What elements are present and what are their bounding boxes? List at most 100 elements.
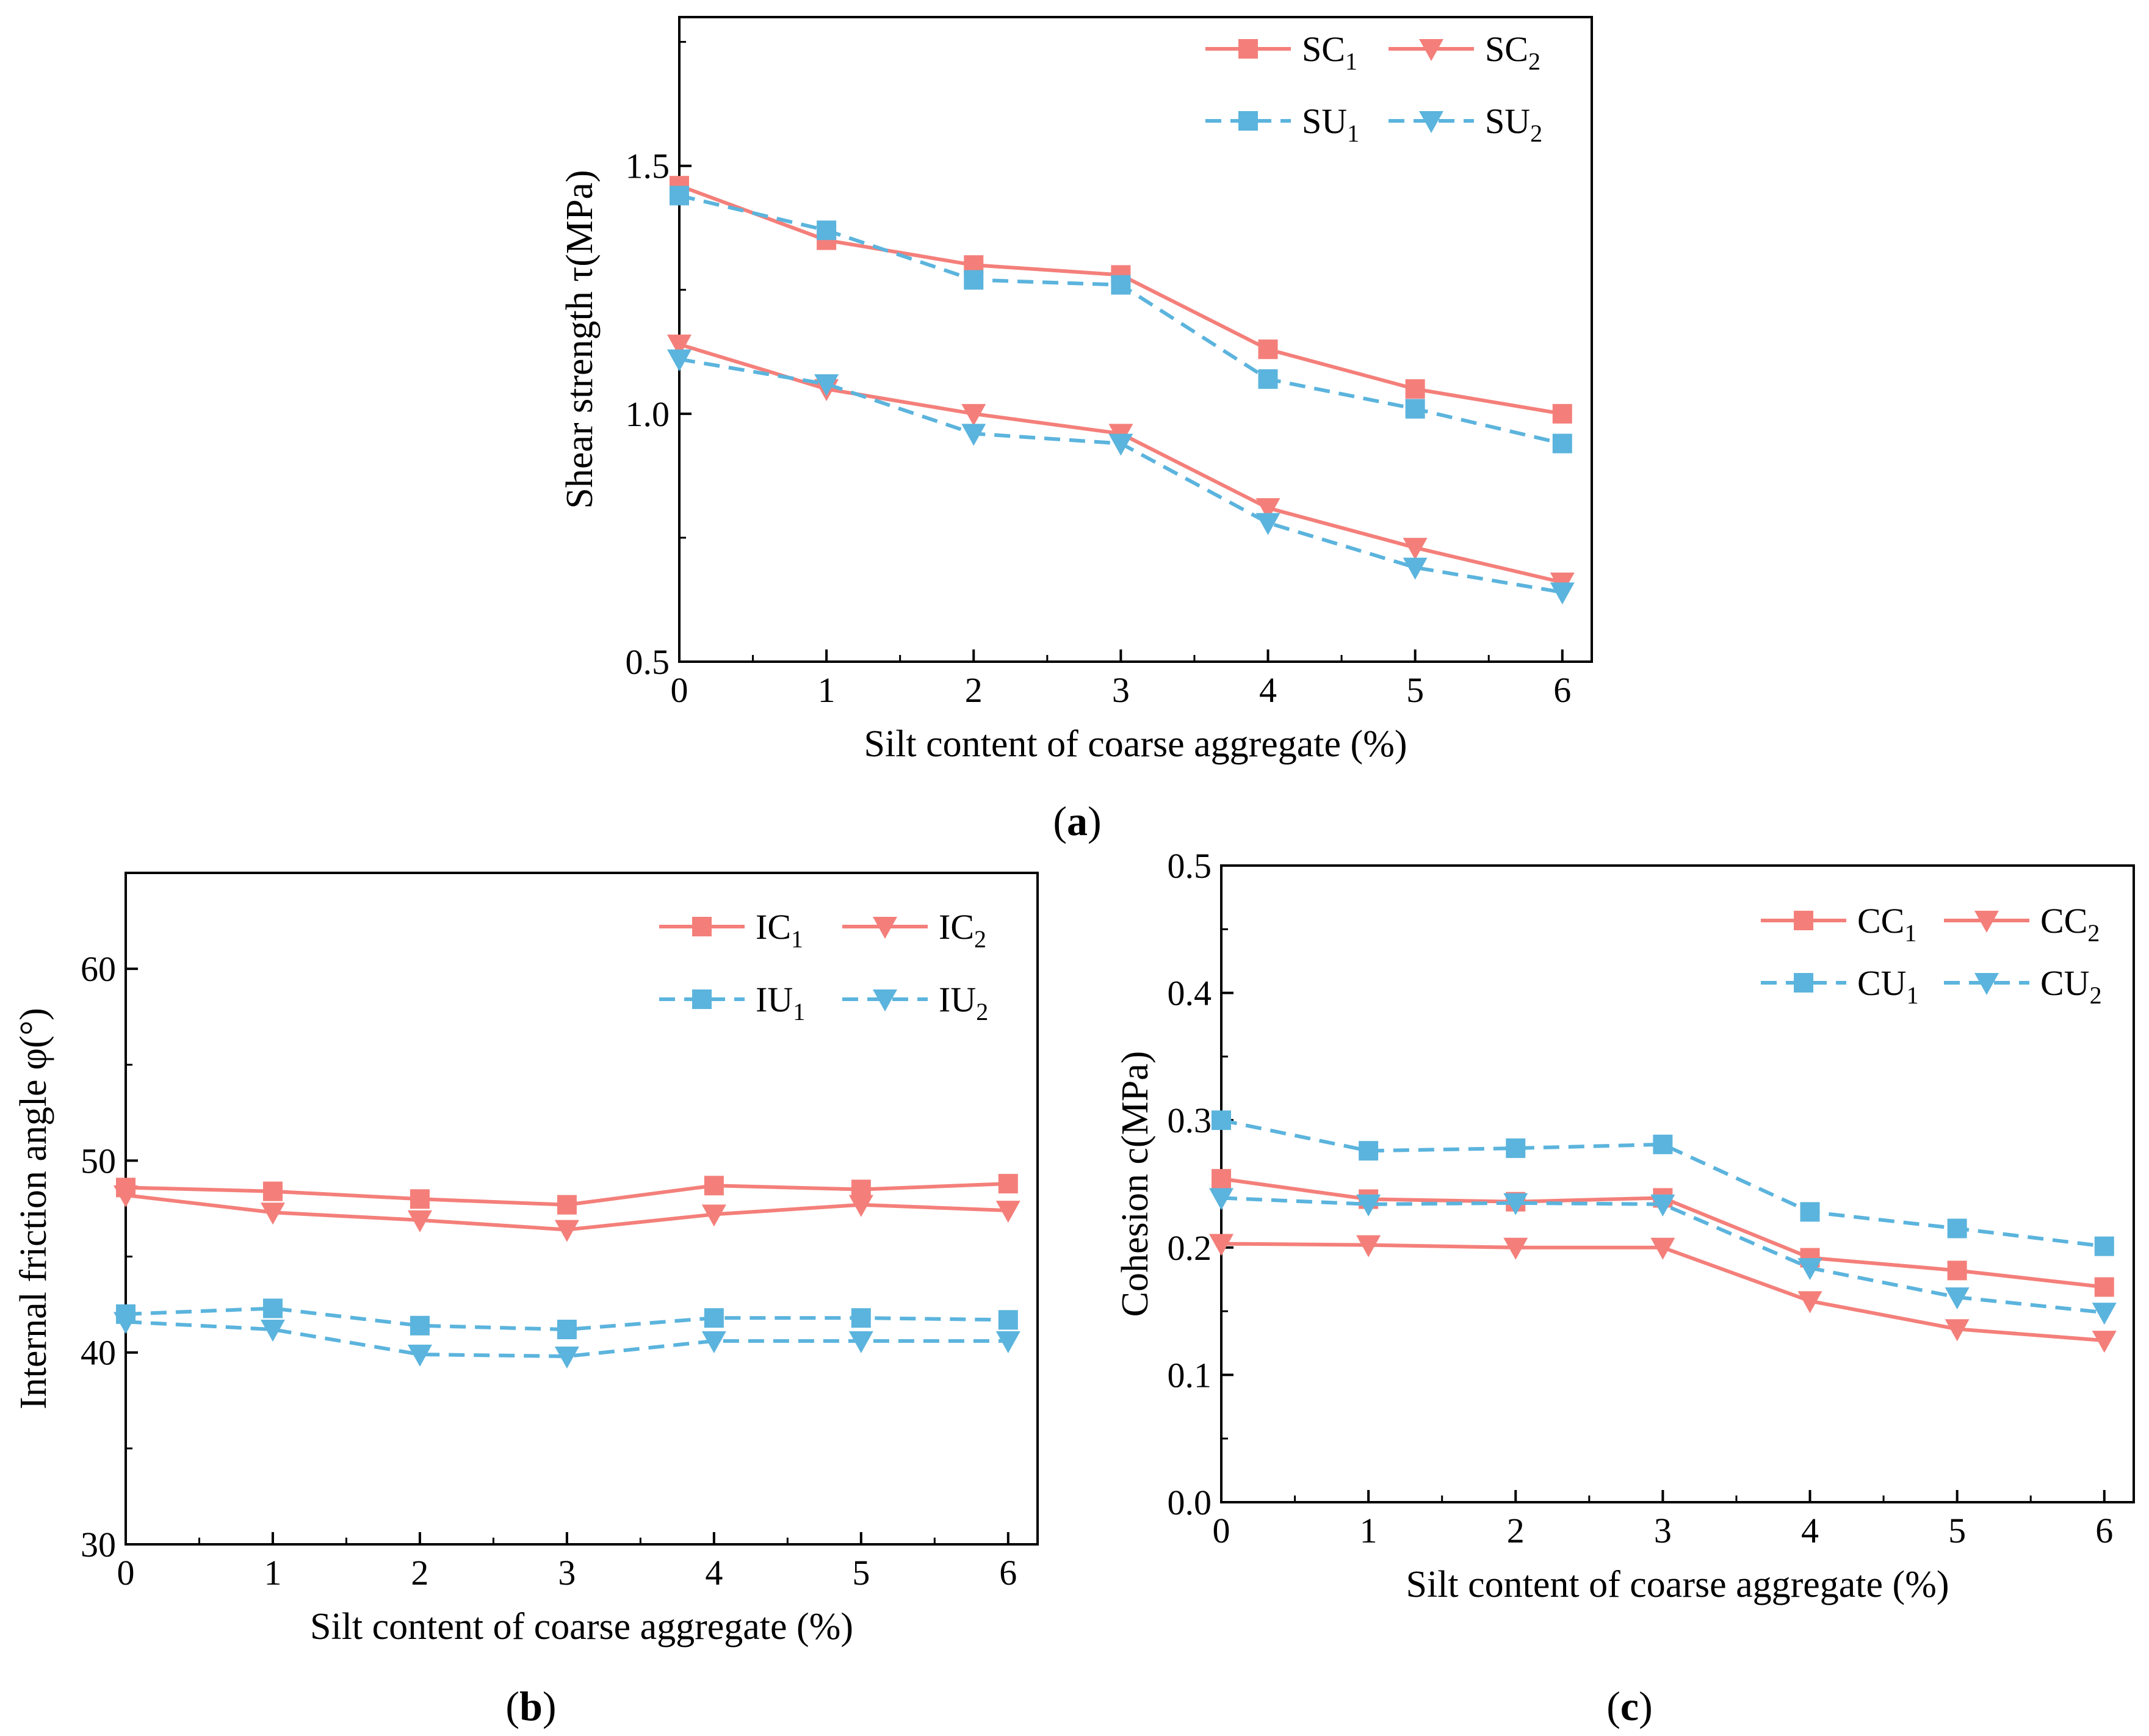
data-point — [701, 1331, 726, 1353]
data-point — [2092, 1331, 2117, 1353]
y-tick-label: 40 — [81, 1333, 116, 1373]
data-point — [407, 1210, 432, 1232]
series-CC2 — [1209, 1234, 2117, 1353]
panel-caption: (c) — [1606, 1683, 1653, 1729]
data-point — [1945, 1319, 1970, 1342]
data-point — [961, 424, 986, 446]
x-tick-label: 2 — [965, 670, 983, 710]
y-tick-label: 0.3 — [1168, 1101, 1212, 1140]
y-tick-label: 50 — [81, 1141, 116, 1181]
data-point — [557, 1320, 577, 1339]
data-point — [964, 270, 984, 290]
legend-label: CC2 — [2040, 901, 2100, 947]
x-tick-label: 4 — [705, 1553, 723, 1593]
data-point — [1403, 538, 1428, 560]
data-point — [667, 349, 692, 372]
legend-label: CU1 — [1857, 963, 1919, 1009]
data-point — [1405, 399, 1425, 419]
data-point — [704, 1308, 724, 1328]
data-point — [1503, 1237, 1528, 1260]
data-point — [848, 1195, 873, 1217]
chart-panel-b: 0 1 2 3 4 5 6 30 40 50 60 Silt content of coarse ag… — [13, 872, 1039, 1729]
data-point — [670, 186, 689, 206]
data-point — [554, 1220, 579, 1242]
x-tick-label: 3 — [1654, 1511, 1672, 1550]
plot-frame — [1220, 864, 2135, 1503]
y-tick-label: 0.2 — [1168, 1228, 1212, 1268]
panel-caption: (b) — [505, 1683, 556, 1729]
legend-label: CC1 — [1857, 901, 1916, 947]
data-point — [1800, 1202, 1820, 1222]
data-point — [1650, 1194, 1675, 1217]
data-point — [557, 1195, 577, 1215]
legend-marker — [1974, 973, 1999, 995]
data-point — [1212, 1169, 1231, 1189]
data-point — [2094, 1277, 2114, 1297]
legend-marker — [1238, 111, 1258, 131]
data-point — [1209, 1234, 1233, 1256]
x-tick-label: 0 — [1213, 1511, 1230, 1550]
data-point — [2092, 1303, 2117, 1325]
series-CU2 — [1209, 1188, 2117, 1325]
data-point — [1255, 498, 1280, 521]
plot-frame — [125, 872, 1039, 1546]
legend-marker — [1974, 911, 1999, 933]
data-point — [851, 1308, 871, 1328]
x-tick-label: 6 — [2095, 1511, 2113, 1550]
data-point — [704, 1176, 724, 1196]
data-point — [848, 1331, 873, 1353]
legend: CC1 CC2 CU1 CU2 — [1761, 901, 2102, 1009]
data-point — [260, 1320, 285, 1342]
series-line — [678, 184, 1563, 416]
legend-label: CU2 — [2040, 963, 2102, 1009]
y-tick-label: 1.0 — [626, 394, 670, 434]
x-tick-label: 2 — [1507, 1511, 1525, 1550]
data-point — [1359, 1141, 1379, 1161]
data-point — [1212, 1110, 1231, 1130]
series-line — [679, 193, 1563, 446]
x-tick-label: 5 — [852, 1553, 870, 1593]
chart-panel-a: 0 1 2 3 4 5 6 0.5 1.0 1.5 Silt content of coarse a… — [559, 16, 1593, 844]
series-SU2 — [667, 349, 1575, 605]
y-tick-label: 0.4 — [1168, 974, 1212, 1013]
legend-marker — [692, 917, 712, 936]
data-point — [262, 1298, 283, 1318]
data-point — [1797, 1258, 1822, 1281]
data-point — [1403, 557, 1428, 580]
data-point — [1506, 1138, 1526, 1159]
data-point — [1111, 275, 1131, 295]
data-point — [1650, 1237, 1675, 1260]
data-point — [1356, 1235, 1381, 1257]
y-tick-label: 0.5 — [626, 642, 670, 682]
chart-panel-c: 0 1 2 3 4 5 6 0.0 0.1 0.2 0.3 0.4 0.5 Silt content of… — [1114, 846, 2135, 1729]
legend-marker — [1238, 39, 1258, 59]
x-axis-title: Silt content of coarse aggregate (%) — [310, 1606, 853, 1647]
x-tick-label: 5 — [1406, 670, 1424, 710]
x-tick-label: 5 — [1948, 1511, 1966, 1550]
data-point — [1356, 1194, 1381, 1217]
x-tick-label: 6 — [999, 1553, 1017, 1593]
y-axis-title: Cohesion c(MPa) — [1114, 1051, 1156, 1317]
x-tick-label: 0 — [671, 670, 688, 710]
data-point — [410, 1189, 430, 1209]
data-point — [1258, 339, 1278, 360]
data-point — [1653, 1134, 1673, 1154]
data-point — [998, 1174, 1018, 1194]
data-point — [554, 1347, 579, 1369]
data-point — [1258, 369, 1278, 389]
y-tick-label: 0.5 — [1168, 846, 1212, 886]
data-point — [814, 374, 839, 397]
legend-label: IC2 — [939, 907, 986, 953]
y-tick-label: 0.1 — [1168, 1355, 1212, 1395]
series-IU1 — [116, 1298, 1018, 1339]
panel-caption: (a) — [1053, 798, 1101, 844]
data-point — [410, 1315, 430, 1336]
data-point — [262, 1181, 283, 1201]
x-tick-label: 4 — [1801, 1511, 1819, 1550]
data-point — [114, 1312, 138, 1334]
data-point — [995, 1331, 1020, 1353]
plot-frame — [678, 16, 1593, 663]
legend-marker — [873, 917, 897, 939]
legend-label: SU2 — [1485, 101, 1542, 147]
data-point — [961, 403, 986, 426]
